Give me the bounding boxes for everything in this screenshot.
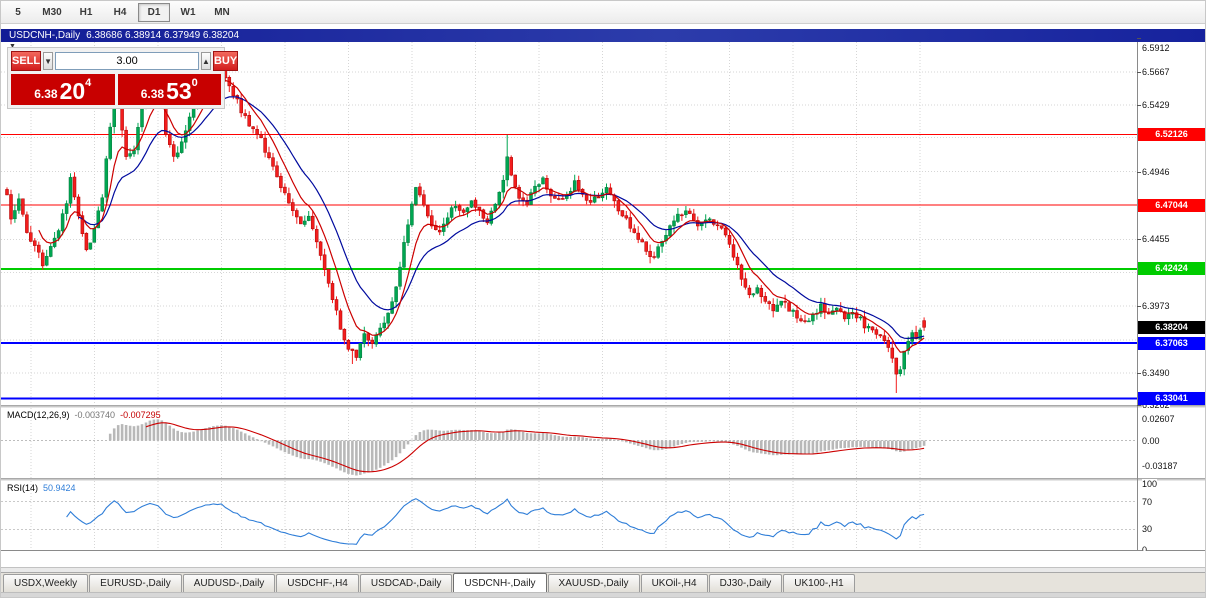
trade-panel-toggle-icon[interactable]: ▼	[9, 43, 16, 50]
chart-tab-audusd-daily[interactable]: AUDUSD-,Daily	[182, 574, 276, 592]
macd-name: MACD(12,26,9)	[7, 410, 70, 420]
timeframe-toolbar: 5 M30 H1 H4 D1 W1 MN	[1, 1, 1205, 24]
buy-price-big: 53	[166, 78, 192, 104]
volume-increase-button[interactable]: ▲	[201, 52, 211, 70]
chart-title-ohlc: 6.38686 6.38914 6.37949 6.38204	[86, 30, 240, 41]
macd-axis-label: 0.00	[1142, 436, 1160, 446]
price-axis-tick	[1137, 172, 1141, 173]
chevron-up-icon: ▲	[202, 56, 210, 66]
rsi-label: RSI(14) 50.9424	[7, 483, 76, 493]
level-price-label: 6.47044	[1138, 199, 1205, 212]
price-axis-line	[1137, 42, 1138, 550]
price-axis-tick	[1137, 239, 1141, 240]
timeframe-button-d1[interactable]: D1	[138, 2, 170, 22]
level-price-label: 6.33041	[1138, 392, 1205, 405]
volume-decrease-button[interactable]: ▼	[43, 52, 54, 70]
level-price-label: 6.37063	[1138, 337, 1205, 350]
horizontal-scrollbar[interactable]	[1, 567, 1205, 572]
macd-label: MACD(12,26,9) -0.003740 -0.007295	[7, 410, 161, 420]
chart-tab-eurusd-daily[interactable]: EURUSD-,Daily	[89, 574, 182, 592]
rsi-canvas[interactable]	[1, 481, 1137, 550]
one-click-trading-panel: SELL ▼ ▲ BUY 6.38 20 4 6.38 53 0	[7, 47, 239, 109]
timeframe-button-mn[interactable]: MN	[214, 6, 230, 18]
current-price-label: 6.38204	[1138, 321, 1205, 334]
chart-tab-bar: USDX,Weekly EURUSD-,Daily AUDUSD-,Daily USD…	[1, 572, 1205, 592]
sell-price-sup: 4	[85, 77, 92, 89]
price-axis-label: 6.3973	[1142, 301, 1170, 312]
macd-axis-label: 0.02607	[1142, 414, 1175, 424]
macd-canvas[interactable]	[1, 408, 1137, 478]
chart-tab-usdchf-h4[interactable]: USDCHF-,H4	[276, 574, 359, 592]
timeframe-button-w1[interactable]: W1	[180, 6, 196, 18]
macd-axis-label: -0.03187	[1142, 461, 1178, 471]
price-axis-tick	[1137, 405, 1141, 406]
price-axis-tick	[1137, 373, 1141, 374]
time-axis	[1, 551, 1205, 567]
sell-button[interactable]: SELL	[11, 51, 42, 71]
macd-signal-value: -0.007295	[120, 410, 161, 420]
sell-price-prefix: 6.38	[34, 87, 58, 101]
chart-tab-ukoil-h4[interactable]: UKOil-,H4	[640, 574, 708, 592]
buy-price-sup: 0	[191, 77, 198, 89]
rsi-value: 50.9424	[43, 483, 76, 493]
price-axis-label: 6.4946	[1142, 166, 1170, 177]
price-axis-tick	[1137, 38, 1141, 39]
sell-price-big: 20	[59, 78, 86, 104]
price-axis-tick	[1137, 72, 1141, 73]
chart-title-symbol: USDCNH-,Daily	[9, 30, 81, 41]
price-axis-label: 6.5667	[1142, 66, 1170, 77]
time-axis-line	[1, 550, 1205, 551]
chart-tab-usdcnh-daily[interactable]: USDCNH-,Daily	[453, 573, 547, 592]
level-price-label: 6.42424	[1138, 262, 1205, 275]
price-axis-tick	[1137, 306, 1141, 307]
rsi-axis-label: 100	[1142, 479, 1158, 489]
rsi-axis-label: 70	[1142, 497, 1153, 507]
timeframe-button-m30[interactable]: M30	[42, 6, 62, 18]
timeframe-button-h1[interactable]: H1	[79, 6, 93, 18]
status-strip	[1, 592, 1205, 597]
price-axis-label: 6.3490	[1142, 367, 1170, 378]
price-axis-label: 6.5429	[1142, 99, 1170, 110]
chart-tab-xauusd-daily[interactable]: XAUUSD-,Daily	[547, 574, 640, 592]
buy-price-display[interactable]: 6.38 53 0	[117, 74, 221, 105]
rsi-name: RSI(14)	[7, 483, 39, 493]
rsi-axis-label: 30	[1142, 524, 1153, 534]
chart-tab-uk100-h1[interactable]: UK100-,H1	[783, 574, 855, 592]
chart-tab-dj30-daily[interactable]: DJ30-,Daily	[708, 574, 783, 592]
buy-price-prefix: 6.38	[140, 87, 165, 101]
chart-title-bar: USDCNH-,Daily 6.38686 6.38914 6.37949 6.3…	[1, 29, 1205, 42]
chart-tab-usdcad-daily[interactable]: USDCAD-,Daily	[359, 574, 453, 592]
timeframe-button-5[interactable]: 5	[15, 6, 21, 18]
price-axis-label: 6.4455	[1142, 234, 1170, 245]
level-price-label: 6.52126	[1138, 128, 1205, 141]
price-axis-label: 6.5912	[1142, 43, 1170, 53]
rsi-axis-label: 0	[1142, 545, 1148, 555]
timeframe-button-h4[interactable]: H4	[113, 6, 127, 18]
volume-input[interactable]	[55, 52, 200, 70]
panel-separator[interactable]	[1, 478, 1205, 481]
chevron-down-icon: ▼	[44, 56, 53, 66]
price-axis-tick	[1137, 105, 1141, 106]
sell-price-display[interactable]: 6.38 20 4	[11, 74, 115, 105]
macd-main-value: -0.003740	[74, 410, 116, 420]
buy-button[interactable]: BUY	[212, 51, 239, 71]
chart-tab-usdx-weekly[interactable]: USDX,Weekly	[3, 574, 89, 592]
panel-separator[interactable]	[1, 405, 1205, 408]
